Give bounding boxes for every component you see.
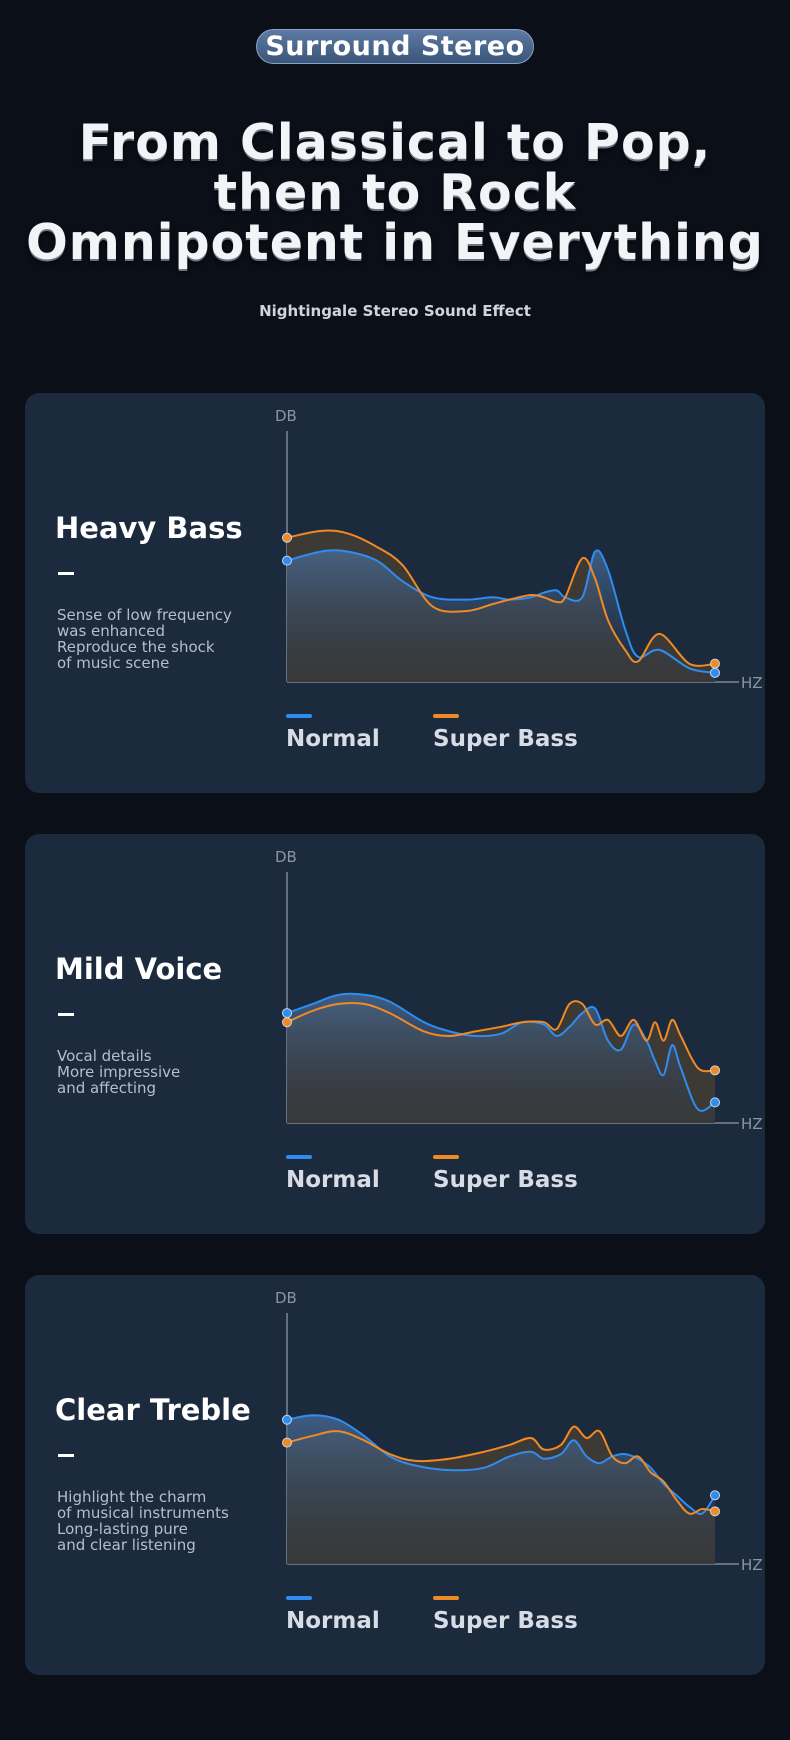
y-axis-label: DB [275, 1289, 297, 1307]
super-bass-end-point [710, 1065, 720, 1076]
page-subtitle: Nightingale Stereo Sound Effect [259, 302, 531, 320]
legend-super-bass-swatch [433, 1155, 459, 1159]
super-bass-start-point [282, 1437, 292, 1448]
legend-super-bass-label: Super Bass [433, 1608, 578, 1634]
legend-super-bass-label: Super Bass [433, 726, 578, 752]
description-line: of musical instruments [57, 1504, 229, 1522]
card-dash [58, 572, 74, 575]
card-clear-treble: Clear Treble Highlight the charm of musi… [25, 1275, 765, 1675]
super-bass-series-line [286, 1425, 716, 1515]
x-axis-label: HZ [741, 1556, 763, 1574]
description-line: of music scene [57, 654, 170, 672]
card-title: Mild Voice [55, 952, 223, 986]
normal-area [287, 550, 715, 682]
description-line: Vocal details [57, 1047, 152, 1065]
legend-normal-swatch [286, 1596, 312, 1600]
frequency-response-chart: DB HZ [275, 848, 763, 1133]
description-line: was enhanced [57, 622, 165, 640]
legend-normal-swatch [286, 1155, 312, 1159]
description-line: Highlight the charm [57, 1488, 207, 1506]
y-axis-label: DB [275, 848, 297, 866]
card-title: Heavy Bass [55, 511, 243, 545]
legend-super-bass-swatch [433, 714, 459, 718]
headline-line-1: From Classical to Pop, [78, 114, 712, 171]
card-mild-voice: Mild Voice Vocal details More impressive… [25, 834, 765, 1234]
description-line: Sense of low frequency [57, 606, 232, 624]
normal-start-point [282, 1008, 292, 1019]
description-line: More impressive [57, 1063, 181, 1081]
description-line: and affecting [57, 1079, 157, 1097]
normal-series-line [286, 1414, 716, 1515]
legend-normal-label: Normal [286, 726, 380, 752]
x-axis-label: HZ [741, 674, 763, 692]
card-description: Highlight the charm of musical instrumen… [57, 1489, 267, 1553]
page-headline: From Classical to Pop, then to Rock Omni… [0, 118, 790, 268]
normal-area [287, 1415, 715, 1564]
normal-series-line [286, 992, 716, 1112]
headline-line-2: then to Rock [213, 164, 577, 221]
normal-area [287, 993, 715, 1123]
super-bass-series-line [286, 1000, 716, 1073]
legend-normal-swatch [286, 714, 312, 718]
card-title: Clear Treble [55, 1393, 251, 1427]
normal-end-point [710, 1490, 720, 1501]
headline-line-3: Omnipotent in Everything [26, 214, 764, 271]
legend-super-bass-swatch [433, 1596, 459, 1600]
super-bass-series-line [286, 529, 716, 667]
super-bass-start-point [282, 1017, 292, 1028]
super-bass-end-point [710, 658, 720, 669]
normal-start-point [282, 1414, 292, 1425]
normal-series-line [286, 549, 716, 674]
description-line: Reproduce the shock [57, 638, 215, 656]
description-line: Long-lasting pure [57, 1520, 188, 1538]
x-axis-label: HZ [741, 1115, 763, 1133]
frequency-response-chart: DB HZ [275, 1289, 763, 1574]
normal-end-point [710, 667, 720, 678]
description-line: and clear listening [57, 1536, 196, 1554]
card-dash [58, 1013, 74, 1016]
card-heavy-bass: Heavy Bass Sense of low frequency was en… [25, 393, 765, 793]
legend-super-bass-label: Super Bass [433, 1167, 578, 1193]
y-axis-label: DB [275, 407, 297, 425]
normal-start-point [282, 555, 292, 566]
frequency-response-chart: DB HZ [275, 407, 763, 692]
legend-normal-label: Normal [286, 1608, 380, 1634]
super-bass-end-point [710, 1506, 720, 1517]
super-bass-start-point [282, 532, 292, 543]
surround-stereo-badge: Surround Stereo [256, 29, 534, 64]
normal-end-point [710, 1097, 720, 1108]
card-dash [58, 1454, 74, 1457]
card-description: Sense of low frequency was enhanced Repr… [57, 607, 267, 671]
legend-normal-label: Normal [286, 1167, 380, 1193]
card-description: Vocal details More impressive and affect… [57, 1048, 267, 1096]
